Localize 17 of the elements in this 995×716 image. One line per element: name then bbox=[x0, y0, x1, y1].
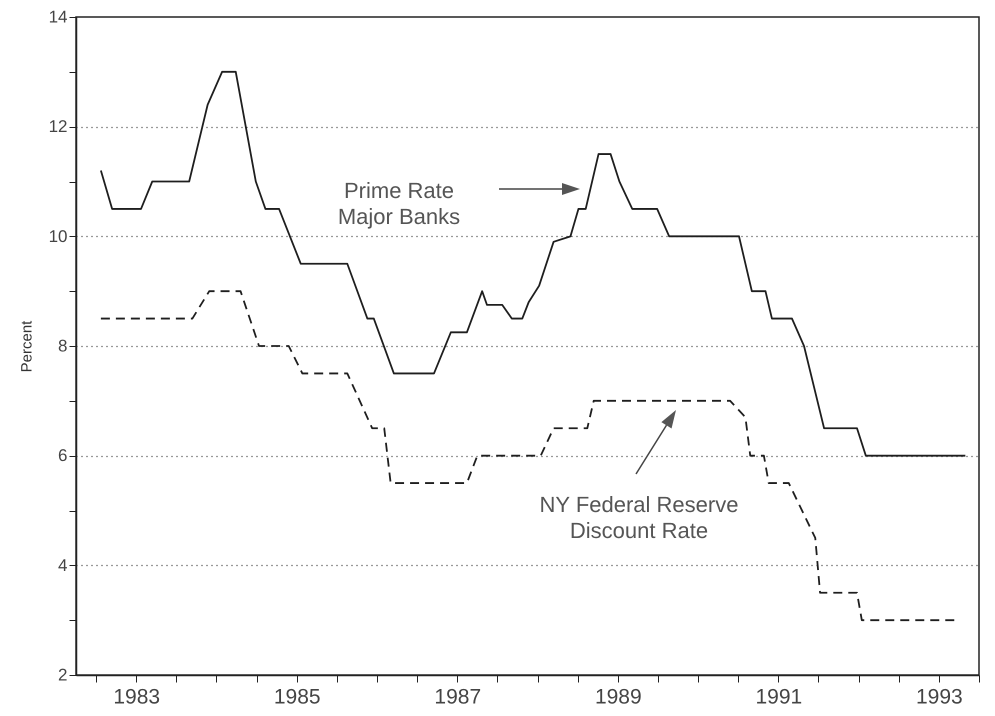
y-tick-label: 2 bbox=[58, 666, 68, 684]
x-tick-label: 1985 bbox=[274, 686, 321, 708]
x-tick-label: 1983 bbox=[113, 686, 160, 708]
x-tick-label: 1987 bbox=[434, 686, 482, 708]
y-tick-label: 14 bbox=[48, 8, 68, 26]
y-tick-label: 4 bbox=[58, 556, 68, 575]
x-tick-label: 1991 bbox=[755, 686, 802, 708]
y-tick-label: 6 bbox=[58, 446, 68, 466]
x-tick-label: 1989 bbox=[594, 686, 642, 708]
annotation: NY Federal Reserve Discount Rate bbox=[540, 492, 738, 543]
x-tick-label: 1993 bbox=[916, 686, 963, 708]
line-series bbox=[100, 70, 966, 457]
y-tick-label: 12 bbox=[48, 117, 68, 136]
y-tick-label: 10 bbox=[48, 226, 68, 246]
y-tick-label: 8 bbox=[58, 336, 68, 356]
y-axis-title: Percent bbox=[18, 320, 36, 372]
annotation: Prime Rate Major Banks bbox=[338, 178, 460, 229]
